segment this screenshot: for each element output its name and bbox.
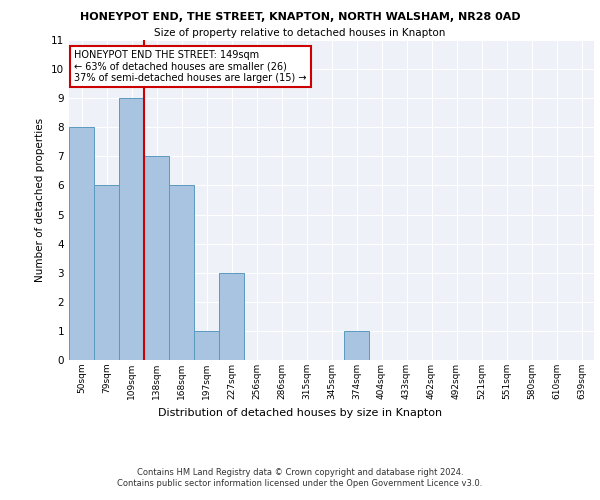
Text: HONEYPOT END THE STREET: 149sqm
← 63% of detached houses are smaller (26)
37% of: HONEYPOT END THE STREET: 149sqm ← 63% of…	[74, 50, 307, 83]
Text: Distribution of detached houses by size in Knapton: Distribution of detached houses by size …	[158, 408, 442, 418]
Y-axis label: Number of detached properties: Number of detached properties	[35, 118, 46, 282]
Bar	[94, 186, 119, 360]
Text: Size of property relative to detached houses in Knapton: Size of property relative to detached ho…	[154, 28, 446, 38]
Bar	[169, 186, 194, 360]
Text: Contains HM Land Registry data © Crown copyright and database right 2024.
Contai: Contains HM Land Registry data © Crown c…	[118, 468, 482, 487]
Bar	[144, 156, 169, 360]
Bar	[344, 331, 369, 360]
Bar	[69, 128, 94, 360]
Bar	[219, 272, 244, 360]
Bar	[119, 98, 144, 360]
Bar	[194, 331, 219, 360]
Text: HONEYPOT END, THE STREET, KNAPTON, NORTH WALSHAM, NR28 0AD: HONEYPOT END, THE STREET, KNAPTON, NORTH…	[80, 12, 520, 22]
